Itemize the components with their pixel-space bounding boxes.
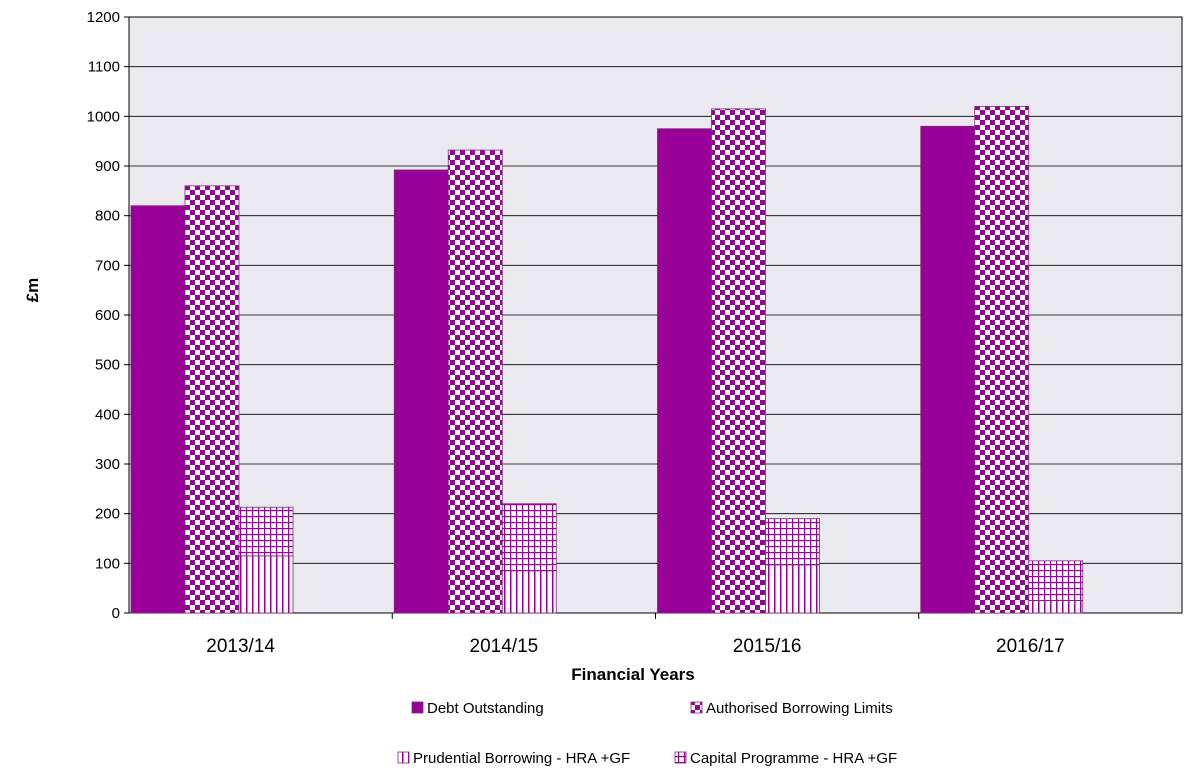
y-tick-label: 700 xyxy=(95,257,120,274)
y-tick-label: 300 xyxy=(95,456,120,473)
bar-prudential-borrowing-hra-gf-2014-15 xyxy=(501,570,557,614)
legend-swatch xyxy=(690,701,703,714)
bar-prudential-borrowing-hra-gf-2015-16 xyxy=(765,564,820,614)
legend: Debt Outstanding Authorised Borrowing Lim… xyxy=(397,700,897,767)
y-axis-title: £m xyxy=(23,278,42,303)
y-tick-label: 1100 xyxy=(88,59,120,76)
bar-capital-programme-hra-gf-2015-16 xyxy=(765,518,820,566)
y-tick-label: 200 xyxy=(95,506,120,523)
x-axis-title: Financial Years xyxy=(571,665,694,684)
y-tick-label: 800 xyxy=(95,208,120,225)
bar-capital-programme-hra-gf-2013-14 xyxy=(238,506,294,557)
legend-label: Prudential Borrowing - HRA +GF xyxy=(413,750,630,767)
bar-authorised-borrowing-limits-2013-14 xyxy=(184,185,240,614)
bar-prudential-borrowing-hra-gf-2013-14 xyxy=(238,555,294,614)
y-tick-label: 1000 xyxy=(87,108,120,125)
bars xyxy=(130,106,1084,614)
y-tick-label: 600 xyxy=(95,307,120,324)
bar-authorised-borrowing-limits-2015-16 xyxy=(711,108,766,614)
bar-debt-outstanding-2015-16 xyxy=(657,128,712,614)
bar-prudential-borrowing-hra-gf-2016-17 xyxy=(1028,600,1084,614)
legend-swatch xyxy=(411,701,424,714)
legend-swatch xyxy=(674,751,687,764)
bar-authorised-borrowing-limits-2016-17 xyxy=(974,106,1030,614)
x-tick-label: 2015/16 xyxy=(733,636,802,657)
x-tick-label: 2014/15 xyxy=(470,636,539,657)
x-tick-label: 2013/14 xyxy=(206,636,275,657)
y-tick-label: 100 xyxy=(95,555,120,572)
bar-capital-programme-hra-gf-2016-17 xyxy=(1028,560,1084,601)
bar-debt-outstanding-2013-14 xyxy=(130,205,186,614)
y-tick-label: 500 xyxy=(95,357,120,374)
bar-debt-outstanding-2016-17 xyxy=(920,125,976,614)
legend-label: Capital Programme - HRA +GF xyxy=(690,750,897,767)
bar-capital-programme-hra-gf-2014-15 xyxy=(501,503,557,572)
y-tick-label: 0 xyxy=(112,605,120,622)
legend-label: Authorised Borrowing Limits xyxy=(706,700,893,717)
y-tick-label: 1200 xyxy=(87,9,120,26)
bar-debt-outstanding-2014-15 xyxy=(393,169,449,614)
legend-swatch xyxy=(397,751,410,764)
y-tick-label: 900 xyxy=(95,158,120,175)
legend-label: Debt Outstanding xyxy=(427,700,544,717)
y-tick-label: 400 xyxy=(95,406,120,423)
x-tick-label: 2016/17 xyxy=(996,636,1065,657)
bar-authorised-borrowing-limits-2014-15 xyxy=(447,149,503,614)
x-axis-ticks: 2013/14 2014/15 2015/16 2016/17 xyxy=(206,613,1065,657)
